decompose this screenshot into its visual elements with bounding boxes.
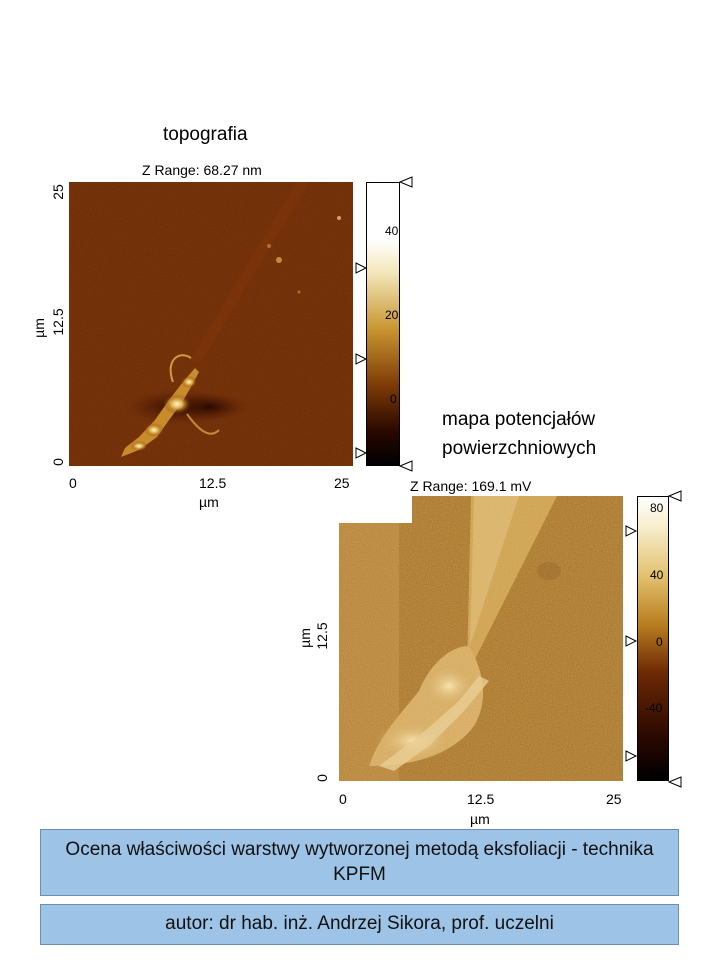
topography-y-tick-top: 25 [50,184,66,200]
kpfm-y-tick-bottom: 0 [314,774,330,782]
author-banner-text: autor: dr hab. inż. Andrzej Sikora, prof… [165,913,554,935]
kpfm-colorbar-markers [625,490,682,788]
kpfm-colorbar-tick-40: 40 [650,568,664,582]
topography-heading: topografia [163,124,248,145]
kpfm-colorbar-tick-0: 0 [656,635,663,649]
kpfm-colorbar-tick-neg40: -40 [645,701,663,715]
kpfm-x-unit: µm [470,811,490,827]
topography-y-unit: µm [31,318,47,338]
topography-y-tick-mid: 12.5 [50,308,66,336]
kpfm-x-tick-mid: 12.5 [467,791,495,807]
author-banner: autor: dr hab. inż. Andrzej Sikora, prof… [40,904,679,945]
kpfm-x-tick-right: 25 [606,791,622,807]
topography-colorbar-tick-0: 0 [390,392,397,406]
kpfm-cutout [339,496,412,523]
topography-zrange: Z Range: 68.27 nm [142,162,262,178]
kpfm-colorbar [637,496,669,781]
kpfm-heading-line2: powierzchniowych [442,438,597,459]
topography-x-tick-mid: 12.5 [199,475,227,491]
topography-colorbar-tick-20: 20 [385,308,399,322]
title-banner: Ocena właściwości warstwy wytworzonej me… [40,829,679,896]
kpfm-colorbar-tick-80: 80 [650,501,664,515]
topography-x-tick-right: 25 [334,475,350,491]
topography-colorbar [366,182,400,466]
topography-colorbar-tick-40: 40 [385,224,399,238]
kpfm-heading-line1: mapa potencjałów [442,409,596,430]
kpfm-zrange: Z Range: 169.1 mV [410,478,532,494]
kpfm-y-unit: µm [297,628,313,648]
topography-y-tick-bottom: 0 [50,458,66,466]
kpfm-y-tick-mid: 12.5 [314,622,330,650]
topography-colorbar-markers [355,176,413,472]
title-banner-text: Ocena właściwości warstwy wytworzonej me… [65,838,654,885]
kpfm-x-tick-left: 0 [339,791,347,807]
topography-x-unit: µm [199,494,219,510]
topography-x-tick-left: 0 [69,475,77,491]
kpfm-colorbar-tick-neg80: -80 [645,768,663,782]
kpfm-image [339,496,623,781]
topography-image [69,182,353,466]
